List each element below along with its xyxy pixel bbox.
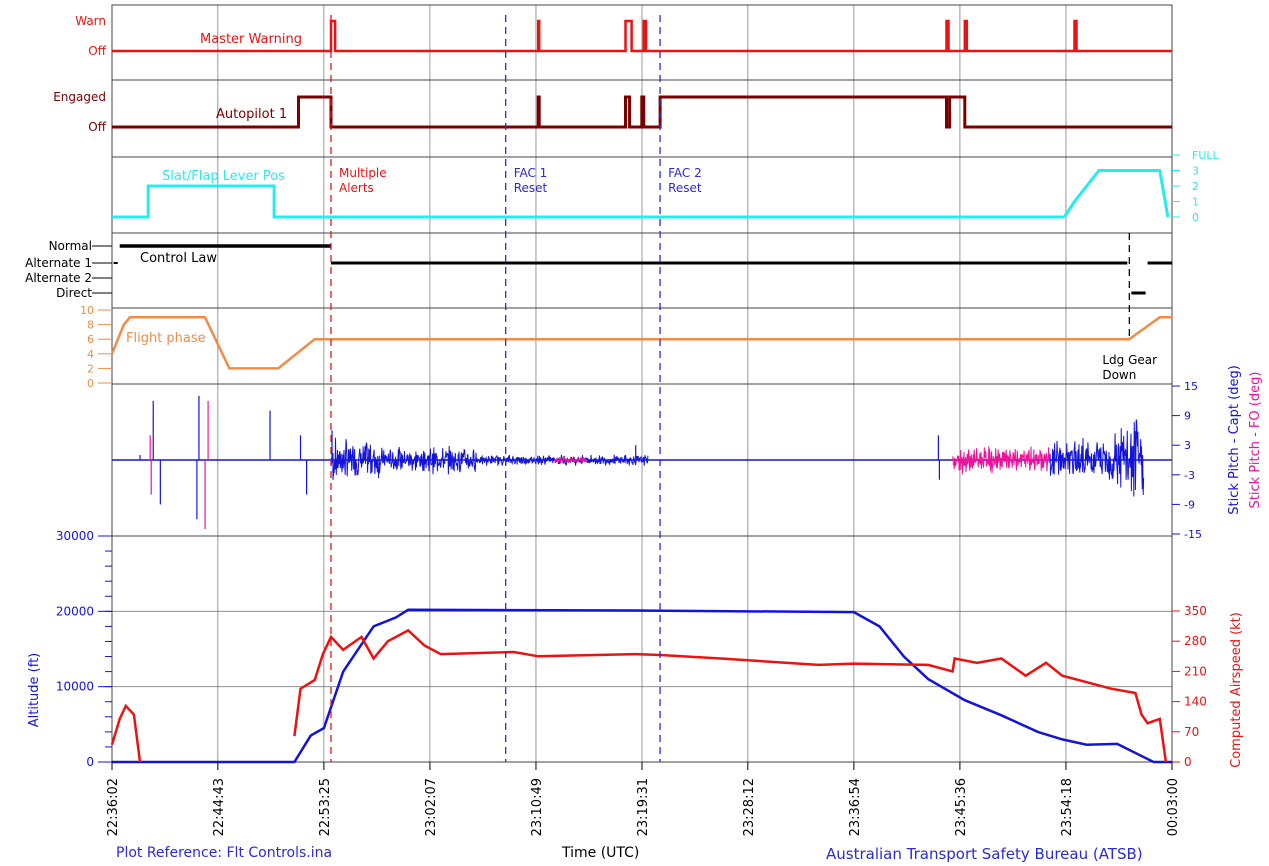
master_warning-line bbox=[112, 19, 1172, 53]
flight-phase-line bbox=[110, 316, 1172, 370]
slat-flap-line-late bbox=[1063, 169, 1170, 218]
stick-pitch-capt-axis-label: Stick Pitch - Capt (deg) bbox=[1227, 365, 1242, 515]
x-tick-label: 23:19:31 bbox=[636, 778, 651, 836]
source-label: Australian Transport Safety Bureau (ATSB… bbox=[826, 845, 1143, 863]
master-warning-tick-label: Warn bbox=[75, 14, 106, 28]
x-tick-label: 22:44:43 bbox=[212, 778, 227, 836]
stick-pitch-capt-trace bbox=[330, 437, 381, 479]
annotation-label: FAC 1 bbox=[514, 166, 548, 180]
master-warning-tick-label: Off bbox=[88, 44, 106, 58]
altitude-tick-label: 20000 bbox=[56, 604, 94, 618]
x-tick-label: 23:45:36 bbox=[954, 778, 969, 836]
control-law-label: Control Law bbox=[140, 251, 217, 266]
x-tick-label: 23:02:07 bbox=[424, 778, 439, 836]
annotation-label: FAC 2 bbox=[668, 166, 702, 180]
x-tick-label: 00:03:00 bbox=[1166, 778, 1181, 836]
stick-pitch-capt-trace bbox=[1110, 419, 1145, 497]
airspeed-tick-label: 350 bbox=[1184, 604, 1207, 618]
slat-flap-line bbox=[112, 184, 1065, 219]
x-tick-label: 22:36:02 bbox=[106, 778, 121, 836]
airspeed-tick-label: 280 bbox=[1184, 634, 1207, 648]
slat-flap-tick-label: FULL bbox=[1192, 149, 1220, 162]
slat-flap-label: Slat/Flap Lever Pos bbox=[162, 169, 285, 184]
altitude-axis-label: Altitude (ft) bbox=[27, 653, 42, 728]
annotation-label: Ldg Gear bbox=[1102, 353, 1157, 367]
stick-pitch-tick-label: -9 bbox=[1184, 498, 1195, 511]
altitude-tick-label: 30000 bbox=[56, 529, 94, 543]
stick-pitch-capt-trace bbox=[1049, 437, 1112, 480]
stick-pitch-fo-axis-label: Stick Pitch - FO (deg) bbox=[1248, 372, 1263, 509]
autopilot_1-line bbox=[112, 95, 1172, 129]
annotation-label: Alerts bbox=[339, 181, 374, 195]
stick-pitch-tick-label: -3 bbox=[1184, 469, 1195, 482]
flight-phase-tick-label: 2 bbox=[87, 362, 94, 375]
airspeed-tick-label: 210 bbox=[1184, 664, 1207, 678]
flight-phase-tick-label: 10 bbox=[80, 304, 94, 317]
autopilot-label: Autopilot 1 bbox=[216, 107, 287, 122]
slat-flap-tick-label: 3 bbox=[1192, 165, 1199, 178]
slat-flap-tick-label: 0 bbox=[1192, 211, 1199, 224]
control-law-tick-label: Normal bbox=[49, 239, 92, 253]
airspeed-tick-label: 70 bbox=[1184, 725, 1199, 739]
stick-pitch-tick-label: 9 bbox=[1184, 410, 1191, 423]
flight-phase-tick-label: 4 bbox=[87, 348, 94, 361]
airspeed-tick-label: 0 bbox=[1184, 755, 1192, 769]
control-law-tick-label: Alternate 2 bbox=[25, 271, 92, 285]
annotation-label: Reset bbox=[514, 181, 548, 195]
altitude-tick-label: 10000 bbox=[56, 680, 94, 694]
x-tick-label: 23:28:12 bbox=[742, 778, 757, 836]
annotation-label: Multiple bbox=[339, 166, 387, 180]
annotation-label: Down bbox=[1102, 368, 1136, 382]
airspeed-line bbox=[293, 628, 1168, 763]
stick-pitch-fo-trace bbox=[952, 446, 1051, 475]
altitude-line bbox=[112, 608, 1172, 764]
autopilot-tick-label: Engaged bbox=[53, 90, 106, 104]
x-tick-label: 23:36:54 bbox=[848, 778, 863, 836]
stick-pitch-tick-label: 3 bbox=[1184, 439, 1191, 452]
flight-phase-tick-label: 0 bbox=[87, 377, 94, 390]
stick-pitch-capt-trace bbox=[379, 445, 478, 475]
altitude-tick-label: 0 bbox=[86, 755, 94, 769]
slat-flap-tick-label: 1 bbox=[1192, 196, 1199, 209]
annotation-label: Reset bbox=[668, 181, 702, 195]
autopilot-tick-label: Off bbox=[88, 120, 106, 134]
flight-phase-tick-label: 6 bbox=[87, 333, 94, 346]
x-tick-label: 23:10:49 bbox=[530, 778, 545, 836]
flight-phase-tick-label: 8 bbox=[87, 319, 94, 332]
stick-pitch-tick-label: 15 bbox=[1184, 380, 1198, 393]
airspeed-tick-label: 140 bbox=[1184, 695, 1207, 709]
x-tick-label: 23:54:18 bbox=[1060, 778, 1075, 836]
plot-reference-label: Plot Reference: Flt Controls.ina bbox=[116, 845, 333, 861]
control-law-tick-label: Direct bbox=[56, 286, 92, 300]
slat-flap-tick-label: 2 bbox=[1192, 180, 1199, 193]
x-axis-label: Time (UTC) bbox=[562, 845, 640, 861]
airspeed-axis-label: Computed Airspeed (kt) bbox=[1229, 612, 1244, 768]
flight-phase-label: Flight phase bbox=[126, 331, 206, 346]
x-tick-label: 22:53:25 bbox=[318, 778, 333, 836]
stick-pitch-tick-label: -15 bbox=[1184, 528, 1202, 541]
airspeed-line bbox=[110, 703, 142, 763]
control-law-tick-label: Alternate 1 bbox=[25, 256, 92, 270]
stick-pitch-fo-trace bbox=[553, 455, 588, 465]
master-warning-label: Master Warning bbox=[200, 32, 302, 47]
